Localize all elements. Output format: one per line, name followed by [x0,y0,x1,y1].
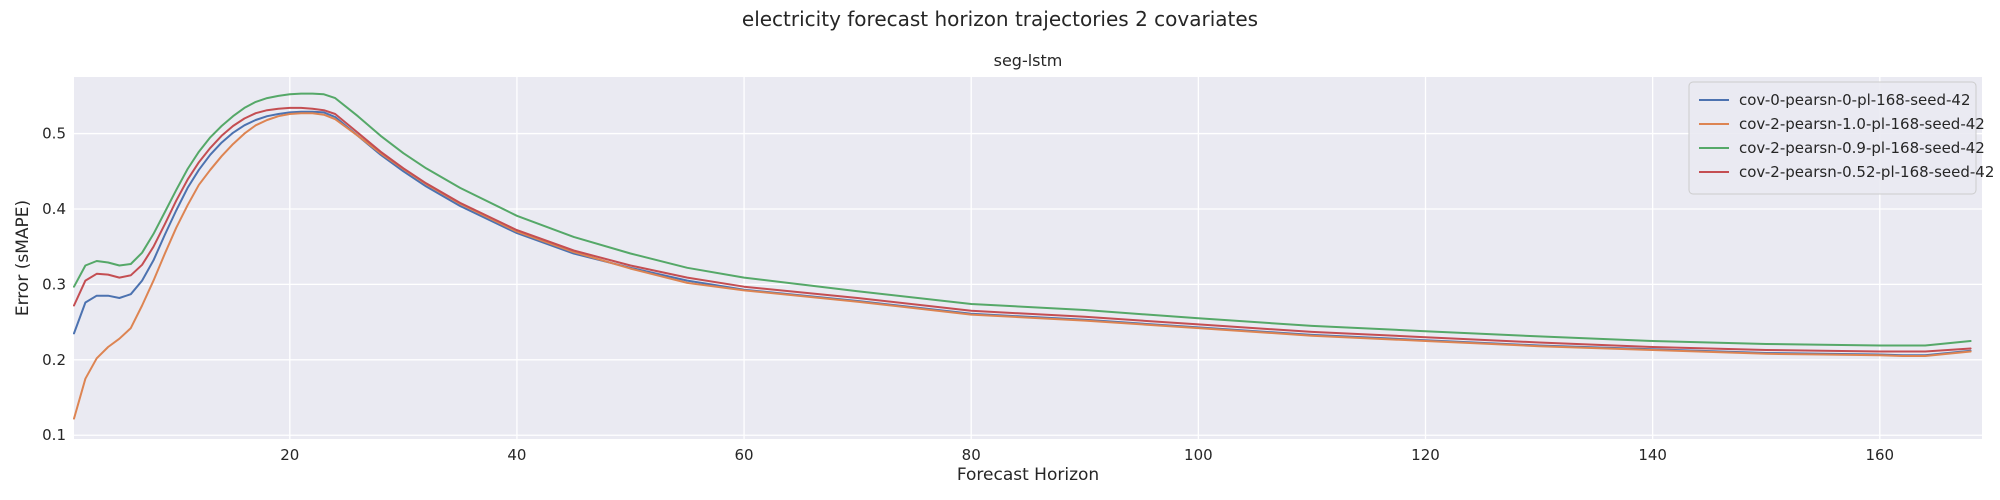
series-line-3 [73,92,1972,347]
x-tick-label: 100 [1184,446,1213,464]
x-tick-label: 40 [507,446,526,464]
legend-frame [1688,81,1977,195]
x-tick-label: 60 [735,446,754,464]
series [73,92,1972,420]
legend-label: cov-2-pearsn-0.52-pl-168-seed-42 [1739,163,1994,181]
y-axis-label: Error (sMAPE) [13,200,33,316]
x-tick-label: 80 [962,446,981,464]
chart-suptitle: electricity forecast horizon trajectorie… [742,7,1258,31]
x-axis-label: Forecast Horizon [957,465,1099,485]
plot-area [74,77,1982,439]
x-tick-label: 140 [1638,446,1667,464]
legend-label: cov-0-pearsn-0-pl-168-seed-42 [1739,91,1971,109]
x-tick-label: 120 [1411,446,1440,464]
series-line-4 [73,106,1972,353]
tick-labels: 20 40 60 80 100 120 140 160 0.1 0.2 0.3 0.4 0.5 [42,125,1894,464]
legend: cov-0-pearsn-0-pl-168-seed-42 cov-2-pears… [1688,81,1994,195]
legend-label: cov-2-pearsn-0.9-pl-168-seed-42 [1739,139,1985,157]
y-tick-label: 0.5 [42,125,66,143]
y-tick-label: 0.1 [42,426,66,444]
x-tick-label: 20 [280,446,299,464]
y-tick-label: 0.3 [42,275,66,293]
x-tick-label: 160 [1865,446,1894,464]
chart-title: seg-lstm [994,51,1063,70]
y-tick-label: 0.4 [42,200,66,218]
series-line-2 [73,112,1972,420]
y-tick-label: 0.2 [42,351,66,369]
legend-label: cov-2-pearsn-1.0-pl-168-seed-42 [1739,115,1985,133]
